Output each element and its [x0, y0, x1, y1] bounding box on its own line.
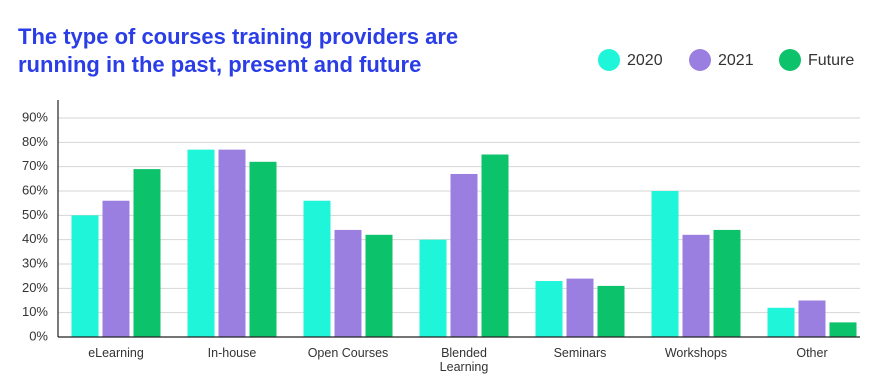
bar — [597, 285, 625, 337]
bar — [798, 300, 826, 337]
x-tick-label: Seminars — [553, 346, 607, 360]
legend-swatch — [689, 49, 711, 71]
y-tick-label: 50% — [22, 207, 48, 222]
legend-label: Future — [808, 52, 854, 69]
x-tick-label: Blended Learning — [439, 346, 489, 374]
bar — [218, 149, 246, 337]
bar — [535, 281, 563, 337]
bar — [303, 200, 331, 337]
x-tick-label: eLearning — [88, 346, 144, 360]
bar — [829, 322, 857, 337]
bar — [419, 239, 447, 337]
bar — [682, 234, 710, 337]
y-tick-label: 90% — [22, 109, 48, 124]
y-tick-label: 30% — [22, 255, 48, 270]
legend-label: 2021 — [718, 52, 754, 69]
y-tick-label: 0% — [29, 328, 48, 343]
bar — [133, 169, 161, 337]
legend-label: 2020 — [627, 52, 663, 69]
bar — [102, 200, 130, 337]
x-tick-label: Open Courses — [307, 346, 389, 360]
bar — [249, 161, 277, 337]
x-tick-label: Workshops — [664, 346, 728, 360]
bar — [334, 229, 362, 337]
y-tick-label: 70% — [22, 158, 48, 173]
legend-swatch — [779, 49, 801, 71]
bar — [713, 229, 741, 337]
bar — [187, 149, 215, 337]
bar — [651, 191, 679, 337]
chart-title: The type of courses training providers a… — [18, 24, 458, 49]
x-tick-label: Other — [796, 346, 828, 360]
legend-swatch — [598, 49, 620, 71]
bar — [71, 215, 99, 337]
y-tick-label: 80% — [22, 134, 48, 149]
y-tick-label: 20% — [22, 280, 48, 295]
bar — [365, 234, 393, 337]
bar — [450, 173, 478, 337]
y-tick-label: 60% — [22, 182, 48, 197]
y-tick-label: 10% — [22, 304, 48, 319]
bar — [767, 307, 795, 337]
bar — [566, 278, 594, 337]
y-tick-label: 40% — [22, 231, 48, 246]
bar — [481, 154, 509, 337]
x-tick-label: In-house — [207, 346, 257, 360]
chart-title: running in the past, present and future — [18, 52, 421, 77]
